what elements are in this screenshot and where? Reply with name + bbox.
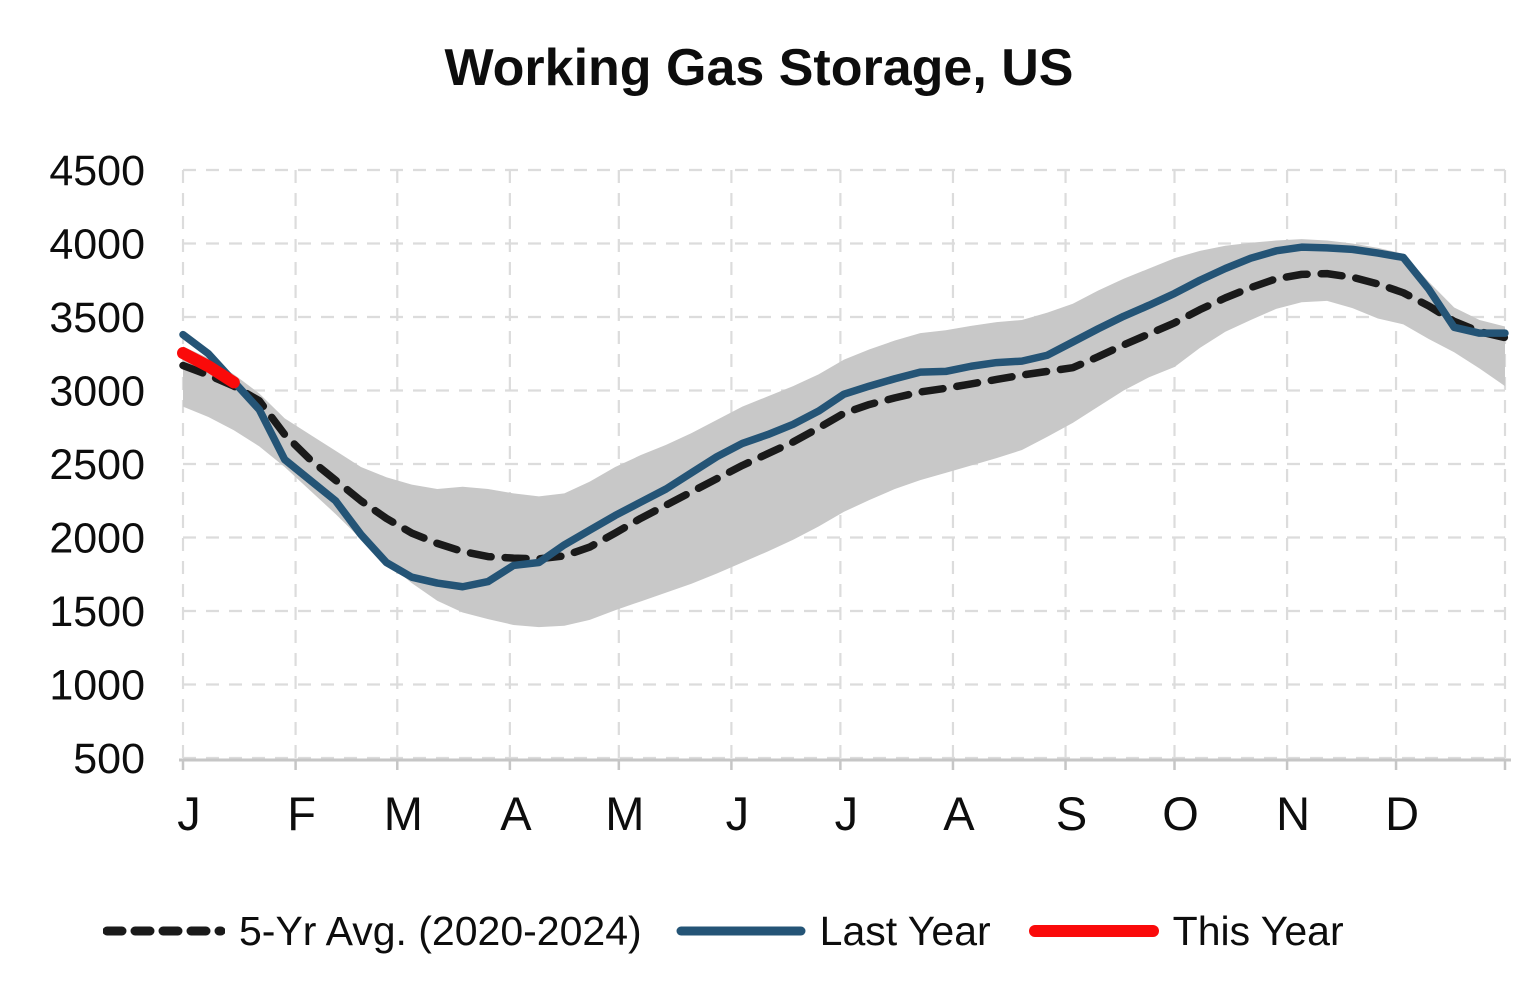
this-year-line [177,347,240,389]
red-line-swatch [1028,923,1159,939]
svg-text:4500: 4500 [49,147,145,195]
svg-text:D: D [1385,787,1419,840]
svg-text:3000: 3000 [49,368,145,416]
svg-text:N: N [1276,787,1310,840]
legend-label-this-year: This Year [1172,907,1344,954]
svg-text:500: 500 [73,735,145,783]
svg-text:4000: 4000 [49,221,145,269]
legend-item-this-year: This Year [1028,907,1344,955]
svg-text:1500: 1500 [49,588,145,636]
last-year-line [179,243,1509,591]
svg-text:O: O [1162,787,1199,840]
five-yr-avg-line [179,269,1509,563]
chart-title: Working Gas Storage, US [444,39,1074,97]
svg-text:A: A [943,787,975,840]
svg-text:2500: 2500 [49,441,145,489]
svg-text:M: M [605,787,644,840]
svg-text:1000: 1000 [49,662,145,710]
svg-text:J: J [726,787,750,840]
legend-label-5yr-avg: 5-Yr Avg. (2020-2024) [239,907,642,954]
chart-legend: 5-Yr Avg. (2020-2024) Last Year This Yea… [0,896,1518,966]
svg-text:J: J [177,787,201,840]
svg-text:3500: 3500 [49,294,145,342]
svg-text:J: J [835,787,859,840]
svg-text:F: F [287,787,316,840]
svg-text:S: S [1056,787,1087,840]
blue-line-swatch [676,924,806,938]
dashed-line-swatch [103,924,225,938]
svg-text:M: M [384,787,423,840]
legend-item-5yr-avg: 5-Yr Avg. (2020-2024) [103,908,642,955]
five-year-range-band [183,239,1505,628]
svg-text:2000: 2000 [49,515,145,563]
svg-text:A: A [500,787,532,840]
y-axis-labels: 4500 4000 3500 3000 2500 2000 1500 1000 500 [49,147,145,783]
legend-label-last-year: Last Year [819,907,991,954]
legend-item-last-year: Last Year [676,908,991,955]
